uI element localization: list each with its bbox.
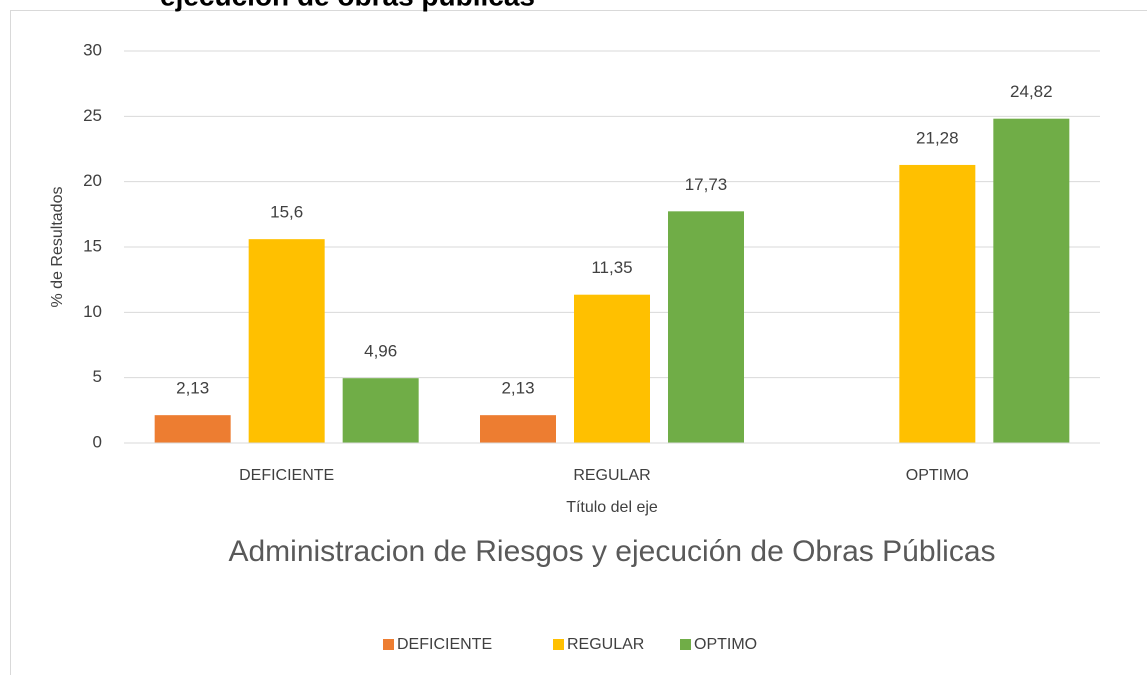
data-label: 24,82 — [1010, 82, 1053, 101]
y-tick-label: 25 — [83, 106, 102, 125]
bar — [248, 239, 325, 443]
legend-label: OPTIMO — [694, 636, 757, 653]
data-label: 17,73 — [685, 175, 728, 194]
y-tick-label: 0 — [93, 432, 102, 451]
legend-label: REGULAR — [567, 636, 644, 653]
x-axis-label: Título del eje — [566, 499, 658, 516]
bar — [668, 211, 744, 443]
y-tick-label: 30 — [83, 40, 102, 59]
y-axis-label: % de Resultados — [49, 187, 66, 308]
legend-swatch — [553, 639, 564, 650]
bar — [574, 294, 650, 443]
x-tick-label: DEFICIENTE — [239, 467, 334, 484]
header: ejecución de obras públicas — [160, 0, 535, 11]
bar — [480, 415, 556, 443]
bar — [154, 415, 231, 443]
legend-swatch — [680, 639, 691, 650]
data-label: 2,13 — [176, 379, 209, 398]
x-tick-label: REGULAR — [573, 467, 650, 484]
bar — [342, 378, 419, 443]
data-label: 15,6 — [270, 203, 303, 222]
y-tick-label: 15 — [83, 236, 102, 255]
data-label: 11,35 — [591, 258, 632, 277]
data-label: 4,96 — [364, 342, 397, 361]
y-tick-label: 20 — [83, 171, 102, 190]
data-label: 2,13 — [501, 379, 534, 398]
y-tick-label: 10 — [83, 302, 102, 321]
bar — [899, 164, 976, 443]
data-label: 21,28 — [916, 128, 959, 147]
y-tick-label: 5 — [93, 367, 102, 386]
bar — [993, 118, 1070, 443]
legend-swatch — [383, 639, 394, 650]
chart-title: Administracion de Riesgos y ejecución de… — [228, 535, 995, 568]
x-tick-label: OPTIMO — [906, 467, 969, 484]
legend-label: DEFICIENTE — [397, 636, 492, 653]
